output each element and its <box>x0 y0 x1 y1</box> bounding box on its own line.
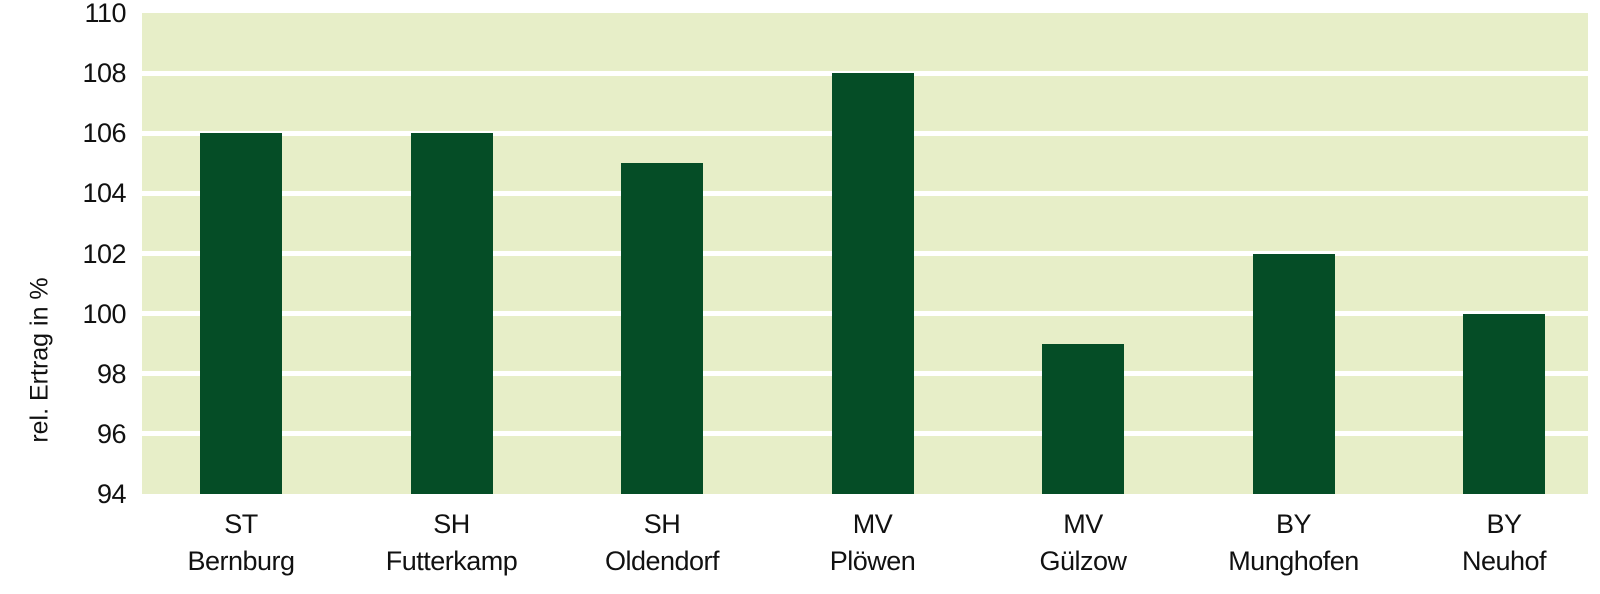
x-category-label-mv-pl-wen: MV Plöwen <box>767 506 979 580</box>
category-region: BY <box>1275 509 1312 539</box>
bar-by-munghofen <box>1252 253 1335 494</box>
bar-by-neuhof <box>1463 313 1545 494</box>
y-tick-label-96: 96 <box>96 418 127 449</box>
category-region: SH <box>433 509 470 539</box>
x-category-label-sh-oldendorf: SH Oldendorf <box>556 506 768 580</box>
category-region: BY <box>1486 509 1522 539</box>
category-site: Plöwen <box>829 546 916 576</box>
category-region: SH <box>643 509 681 539</box>
category-site: Neuhof <box>1461 546 1547 576</box>
bar-mv-pl-wen <box>831 73 914 494</box>
category-site: Gülzow <box>1039 546 1127 576</box>
bar-sh-futterkamp <box>410 133 493 494</box>
category-site: Bernburg <box>187 546 295 576</box>
plot-area <box>142 13 1588 494</box>
x-category-label-by-munghofen: BY Munghofen <box>1188 506 1400 580</box>
y-tick-label-98: 98 <box>96 358 127 389</box>
category-site: Futterkamp <box>385 546 518 576</box>
y-tick-label-106: 106 <box>82 118 126 149</box>
category-site: Oldendorf <box>604 546 720 576</box>
bar-mv-g-lzow <box>1042 343 1124 494</box>
category-site: Munghofen <box>1228 546 1359 576</box>
y-tick-label-110: 110 <box>84 0 126 28</box>
category-region: MV <box>852 509 893 539</box>
x-category-label-sh-futterkamp: SH Futterkamp <box>346 506 558 580</box>
y-tick-label-108: 108 <box>82 58 126 89</box>
y-tick-label-94: 94 <box>96 479 127 509</box>
bar-st-bernburg <box>200 133 282 494</box>
category-region: MV <box>1063 509 1103 539</box>
y-tick-label-102: 102 <box>82 238 126 269</box>
bar-sh-oldendorf <box>621 163 703 494</box>
x-category-label-by-neuhof: BY Neuhof <box>1398 506 1600 580</box>
category-region: ST <box>224 509 258 539</box>
x-category-label-mv-g-lzow: MV Gülzow <box>977 506 1189 580</box>
x-category-label-st-bernburg: ST Bernburg <box>135 506 347 580</box>
y-tick-label-104: 104 <box>82 178 126 209</box>
y-tick-label-100: 100 <box>82 298 126 329</box>
